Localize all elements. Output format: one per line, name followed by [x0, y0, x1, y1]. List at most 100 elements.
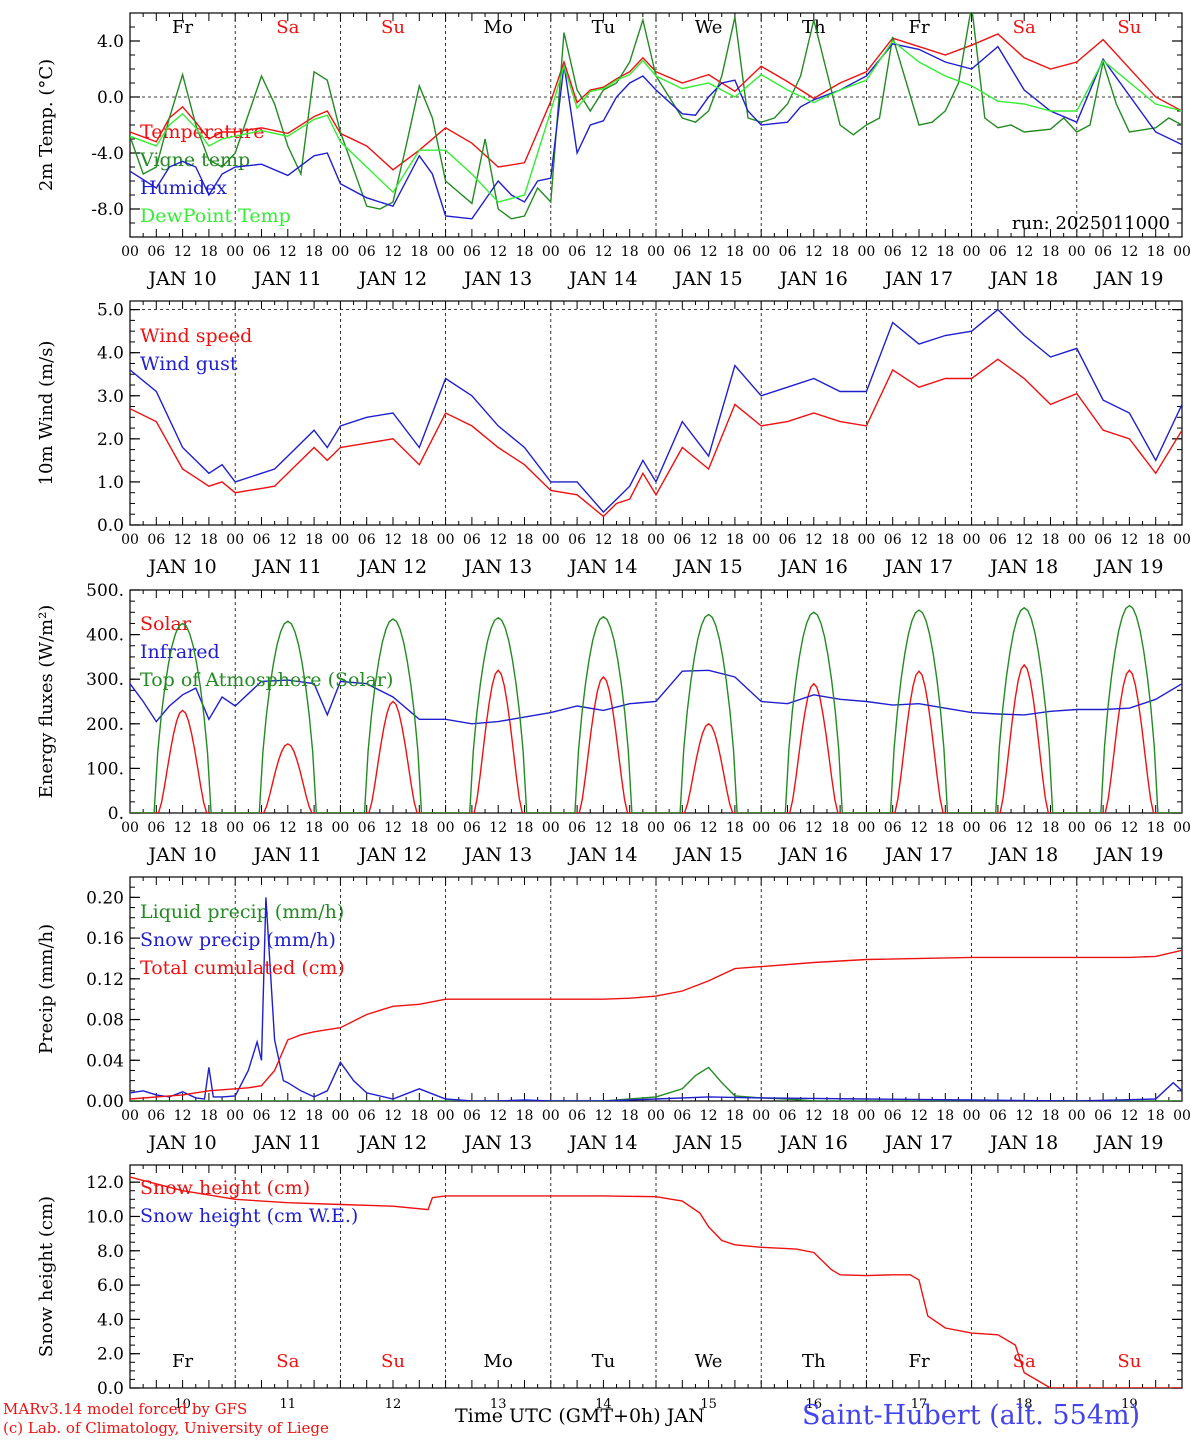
y-tick-label: 0.0 [97, 516, 124, 536]
hour-tick-label: 18 [1147, 1108, 1165, 1124]
hour-tick-label: 12 [1015, 532, 1033, 548]
y-tick-label: 8.0 [97, 1242, 124, 1262]
hour-tick-label: 18 [936, 244, 954, 260]
hour-tick-label: 00 [752, 820, 770, 836]
date-label: JAN 19 [1093, 556, 1163, 578]
hour-tick-label: 06 [884, 532, 902, 548]
hour-tick-label: 12 [384, 532, 402, 548]
date-label: JAN 11 [252, 1132, 322, 1154]
hour-tick-label: 18 [936, 1108, 954, 1124]
hour-tick-label: 12 [279, 532, 297, 548]
hour-tick-label: 18 [305, 1108, 323, 1124]
hour-tick-label: 06 [358, 244, 376, 260]
date-label: JAN 12 [357, 556, 427, 578]
day-name-label: Su [1117, 1351, 1141, 1372]
day-number-label: 17 [911, 1397, 928, 1412]
hour-tick-label: 12 [700, 244, 718, 260]
hour-tick-label: 18 [1147, 532, 1165, 548]
hour-tick-label: 12 [1120, 1108, 1138, 1124]
day-number-label: 10 [174, 1397, 191, 1412]
date-label: JAN 17 [883, 556, 953, 578]
y-tick-label: 0.12 [86, 970, 124, 990]
hour-tick-label: 18 [726, 532, 744, 548]
model-credit: MARv3.14 model forced by GFS [3, 1400, 248, 1418]
date-label: JAN 10 [147, 1132, 217, 1154]
y-tick-label: 100. [86, 759, 124, 779]
hour-tick-label: 18 [1042, 532, 1060, 548]
legend-entry: Humidex [140, 177, 227, 199]
y-tick-label: -8.0 [91, 200, 124, 220]
hour-tick-label: 06 [568, 532, 586, 548]
hour-tick-label: 06 [673, 244, 691, 260]
y-tick-label: 0.00 [86, 1092, 124, 1112]
hour-tick-label: 18 [516, 532, 534, 548]
hour-tick-label: 06 [147, 820, 165, 836]
date-label: JAN 16 [778, 1132, 848, 1154]
legend-entry: Liquid precip (mm/h) [140, 901, 344, 923]
hour-tick-label: 18 [831, 1108, 849, 1124]
hour-tick-label: 00 [647, 532, 665, 548]
hour-tick-label: 06 [253, 820, 271, 836]
panel-3: 0. 100. 200. 300. 400. 500. Energy fluxes (W/m… [36, 581, 1191, 866]
legend-entry: Wind speed [140, 325, 252, 347]
hour-tick-label: 00 [331, 532, 349, 548]
hour-tick-label: 12 [805, 1108, 823, 1124]
y-axis-label: Energy fluxes (W/m²) [36, 605, 57, 799]
y-tick-label: 2.0 [97, 430, 124, 450]
series-line-temperature [130, 33, 1182, 171]
hour-tick-label: 12 [384, 244, 402, 260]
hour-tick-label: 00 [1068, 820, 1086, 836]
day-number-label: 12 [385, 1397, 402, 1412]
y-tick-label: 200. [86, 715, 124, 735]
day-number-label: 19 [1121, 1397, 1138, 1412]
day-name-label: Su [381, 17, 405, 38]
hour-tick-label: 06 [253, 532, 271, 548]
hour-tick-label: 06 [568, 1108, 586, 1124]
hour-tick-label: 18 [200, 820, 218, 836]
hour-tick-label: 00 [647, 820, 665, 836]
day-number-label: 16 [806, 1397, 823, 1412]
date-label: JAN 10 [147, 844, 217, 866]
legend-entry: Vigne temp [139, 149, 250, 171]
hour-tick-label: 12 [279, 820, 297, 836]
date-label: JAN 16 [778, 844, 848, 866]
hour-tick-label: 06 [463, 532, 481, 548]
hour-tick-label: 12 [594, 244, 612, 260]
hour-tick-label: 00 [121, 532, 139, 548]
hour-tick-label: 00 [857, 532, 875, 548]
series-line-liquid-precip-mm-h [130, 1066, 1182, 1101]
day-name-label: We [695, 1351, 723, 1372]
hour-tick-label: 06 [147, 1108, 165, 1124]
day-name-label: Mo [484, 17, 513, 38]
hour-tick-label: 06 [253, 1108, 271, 1124]
hour-tick-label: 00 [437, 1108, 455, 1124]
legend-entry: Total cumulated (cm) [140, 957, 345, 979]
panel-5: 0.0 2.0 4.0 6.0 8.0 10.0 12.0 Snow height (cm) F… [36, 1164, 1183, 1412]
hour-tick-label: 18 [305, 532, 323, 548]
day-name-label: Fr [172, 1351, 193, 1372]
plot-frame [129, 12, 1183, 238]
date-label: JAN 13 [462, 268, 532, 290]
hour-tick-label: 06 [989, 820, 1007, 836]
date-label: JAN 10 [147, 556, 217, 578]
hour-tick-label: 18 [410, 820, 428, 836]
series-line-snow-precip-mm-h [130, 897, 1182, 1101]
hour-tick-label: 00 [121, 820, 139, 836]
series-line-top-of-atmosphere-solar [130, 604, 1182, 813]
hour-tick-label: 06 [989, 532, 1007, 548]
hour-tick-label: 18 [516, 244, 534, 260]
lab-credit: (c) Lab. of Climatology, University of L… [3, 1419, 329, 1437]
hour-tick-label: 00 [542, 244, 560, 260]
day-name-label: Fr [908, 17, 929, 38]
hour-tick-label: 18 [1147, 820, 1165, 836]
hour-tick-label: 00 [226, 532, 244, 548]
hour-tick-label: 12 [384, 820, 402, 836]
day-number-label: 18 [1016, 1397, 1033, 1412]
hour-tick-label: 00 [226, 820, 244, 836]
hour-tick-label: 12 [489, 532, 507, 548]
hour-tick-label: 00 [437, 532, 455, 548]
panel-4: 0.00 0.04 0.08 0.12 0.16 0.20 Precip (mm/h) 00 0… [36, 876, 1191, 1154]
y-tick-label: 4.0 [97, 344, 124, 364]
hour-tick-label: 06 [463, 1108, 481, 1124]
hour-tick-label: 00 [1173, 820, 1191, 836]
